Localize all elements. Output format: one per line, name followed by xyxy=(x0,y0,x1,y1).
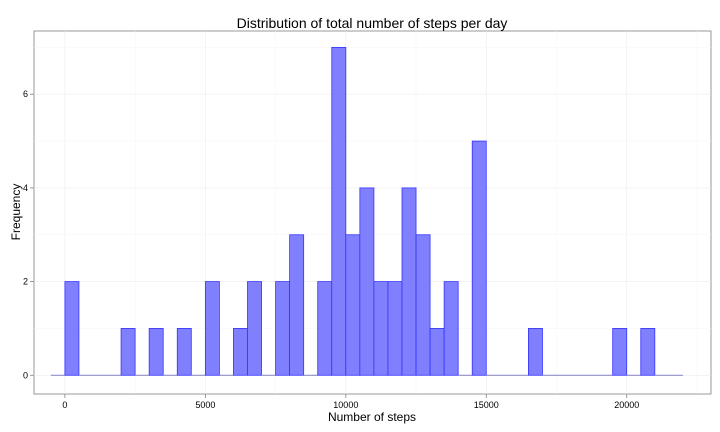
histogram-bar xyxy=(317,281,333,376)
x-axis-ticks: 0 5000 10000 15000 20000 xyxy=(62,394,639,410)
histogram-bar xyxy=(204,281,220,376)
y-axis-ticks: 0 2 4 6 xyxy=(23,89,34,380)
histogram-bar xyxy=(373,281,389,376)
histogram-bar xyxy=(401,187,417,376)
histogram-bar xyxy=(471,140,487,376)
x-tick-label: 20000 xyxy=(614,400,639,410)
x-tick-label: 0 xyxy=(62,400,67,410)
histogram-bar xyxy=(289,234,305,376)
histogram-bar xyxy=(331,46,347,376)
x-axis-label: Number of steps xyxy=(328,410,416,424)
x-tick-label: 10000 xyxy=(333,400,358,410)
x-tick-label: 15000 xyxy=(474,400,499,410)
y-tick-label: 4 xyxy=(23,183,28,193)
histogram-bar xyxy=(640,328,656,376)
x-tick-label: 5000 xyxy=(195,400,215,410)
histogram-bar xyxy=(443,281,459,376)
histogram-bar xyxy=(359,187,375,376)
histogram-bar xyxy=(612,328,628,376)
histogram-bar xyxy=(345,234,361,376)
histogram-bar xyxy=(275,281,291,376)
bars xyxy=(50,46,683,376)
histogram-bar xyxy=(528,328,543,376)
histogram-bar xyxy=(233,328,248,376)
histogram-bar xyxy=(429,328,445,376)
y-tick-label: 6 xyxy=(23,89,28,99)
y-tick-label: 0 xyxy=(23,370,28,380)
y-axis-label: Frequency xyxy=(9,184,23,241)
histogram-bar xyxy=(387,281,403,376)
histogram-bar xyxy=(64,281,80,376)
histogram-bar xyxy=(247,281,262,376)
grid-minor xyxy=(34,31,711,394)
chart-title: Distribution of total number of steps pe… xyxy=(237,15,508,31)
histogram-bar xyxy=(176,328,192,376)
histogram-bar xyxy=(415,234,431,376)
histogram-bar xyxy=(148,328,164,376)
y-tick-label: 2 xyxy=(23,277,28,287)
histogram-bar xyxy=(120,328,136,376)
